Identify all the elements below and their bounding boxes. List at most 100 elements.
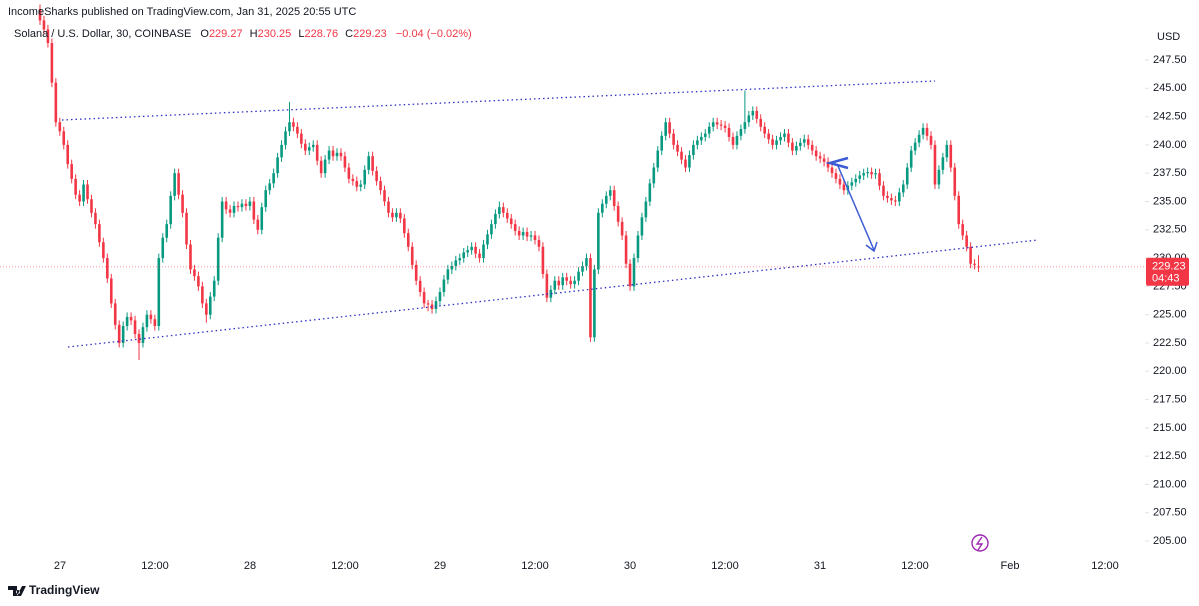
candle-body xyxy=(466,250,469,253)
candle-body xyxy=(945,144,949,158)
candle-body xyxy=(367,156,370,170)
candle-body xyxy=(260,207,264,230)
candle-body xyxy=(470,246,473,251)
candle-body xyxy=(216,237,220,281)
candle-body xyxy=(220,201,224,238)
candle-body xyxy=(826,161,830,168)
trend-line-bottom xyxy=(67,239,1039,348)
y-tick-label: 242.50 xyxy=(1153,110,1187,122)
candle-body xyxy=(517,230,521,236)
candle-body xyxy=(94,212,97,225)
candle-body xyxy=(403,218,406,234)
watermark: TradingView xyxy=(8,583,100,597)
candle-body xyxy=(74,178,77,195)
candle-body xyxy=(870,172,873,175)
candle-body xyxy=(585,258,588,267)
x-tick-label: 29 xyxy=(434,560,446,572)
candle-body xyxy=(703,133,707,137)
watermark-text: TradingView xyxy=(29,583,100,597)
x-tick-label: 27 xyxy=(54,560,66,572)
candle-body xyxy=(406,233,410,247)
y-tick-label: 232.50 xyxy=(1153,224,1187,236)
y-tick-label: 237.50 xyxy=(1153,167,1187,179)
candle-body xyxy=(965,235,968,247)
candle-body xyxy=(731,136,735,145)
candle-body xyxy=(224,201,228,210)
y-tick-label: 205.00 xyxy=(1153,535,1187,547)
candle-body xyxy=(597,212,600,270)
x-tick-label: 12:00 xyxy=(141,560,169,572)
candle-body xyxy=(153,319,157,327)
candle-body xyxy=(355,181,359,187)
candle-body xyxy=(806,139,810,145)
arrow-line xyxy=(837,165,875,251)
candle-body xyxy=(874,173,877,175)
candle-body xyxy=(307,147,311,151)
candle-body xyxy=(113,303,117,325)
candle-body xyxy=(529,235,533,237)
candle-body xyxy=(90,199,93,213)
candle-body xyxy=(553,280,557,290)
candle-body xyxy=(814,150,818,157)
candle-body xyxy=(763,126,766,134)
x-tick-label: 28 xyxy=(244,560,256,572)
candle-body xyxy=(280,144,283,158)
candle-body xyxy=(70,164,73,179)
candle-body xyxy=(573,280,576,285)
candle-body xyxy=(482,244,485,259)
y-tick-label: 207.50 xyxy=(1153,507,1187,519)
candle-body xyxy=(668,122,671,134)
candle-body xyxy=(901,184,905,193)
candle-body xyxy=(783,133,786,137)
candle-body xyxy=(157,258,161,327)
candle-body xyxy=(593,269,596,338)
candle-body xyxy=(351,178,355,182)
candle-body xyxy=(771,139,774,145)
candle-body xyxy=(723,125,727,128)
candle-body xyxy=(620,221,624,236)
candle-body xyxy=(272,173,275,184)
x-tick-label: 30 xyxy=(624,560,636,572)
symbol-title: Solana / U.S. Dollar, 30, COINBASE xyxy=(14,28,191,40)
candle-body xyxy=(767,133,770,140)
candle-body xyxy=(117,324,121,343)
candle-body xyxy=(648,183,652,202)
x-tick-label: 31 xyxy=(814,560,826,572)
candle-body xyxy=(664,122,667,136)
candle-body xyxy=(818,156,822,159)
candle-body xyxy=(205,303,208,315)
candle-body xyxy=(46,29,50,44)
change-label: −0.04 (−0.02%) xyxy=(396,28,472,40)
ohlc-letter: C xyxy=(345,28,353,40)
candle-body xyxy=(208,296,212,315)
drawings xyxy=(61,80,1039,348)
candle-body xyxy=(474,246,477,254)
candle-body xyxy=(54,82,58,123)
candle-body xyxy=(201,286,204,304)
candle-body xyxy=(228,209,232,213)
candle-body xyxy=(121,326,125,343)
candle-body xyxy=(953,167,957,196)
candle-body xyxy=(232,206,236,213)
candle-body xyxy=(925,127,929,136)
candle-body xyxy=(739,129,743,136)
candle-body xyxy=(256,219,260,230)
candle-body xyxy=(292,122,295,127)
candle-body xyxy=(636,235,640,259)
candle-body xyxy=(715,122,719,125)
candle-body xyxy=(343,156,347,168)
candle-body xyxy=(672,133,675,145)
candle-body xyxy=(363,169,367,185)
candle-body xyxy=(561,277,565,286)
candle-body xyxy=(125,316,129,327)
candle-body xyxy=(913,142,917,151)
x-tick-label: 12:00 xyxy=(521,560,549,572)
candle-body xyxy=(311,144,315,148)
candle-body xyxy=(177,173,180,195)
candle-body xyxy=(82,184,85,202)
candle-body xyxy=(442,279,446,293)
candle-body xyxy=(486,234,489,245)
candle-body xyxy=(632,258,636,287)
candle-body xyxy=(169,195,172,225)
